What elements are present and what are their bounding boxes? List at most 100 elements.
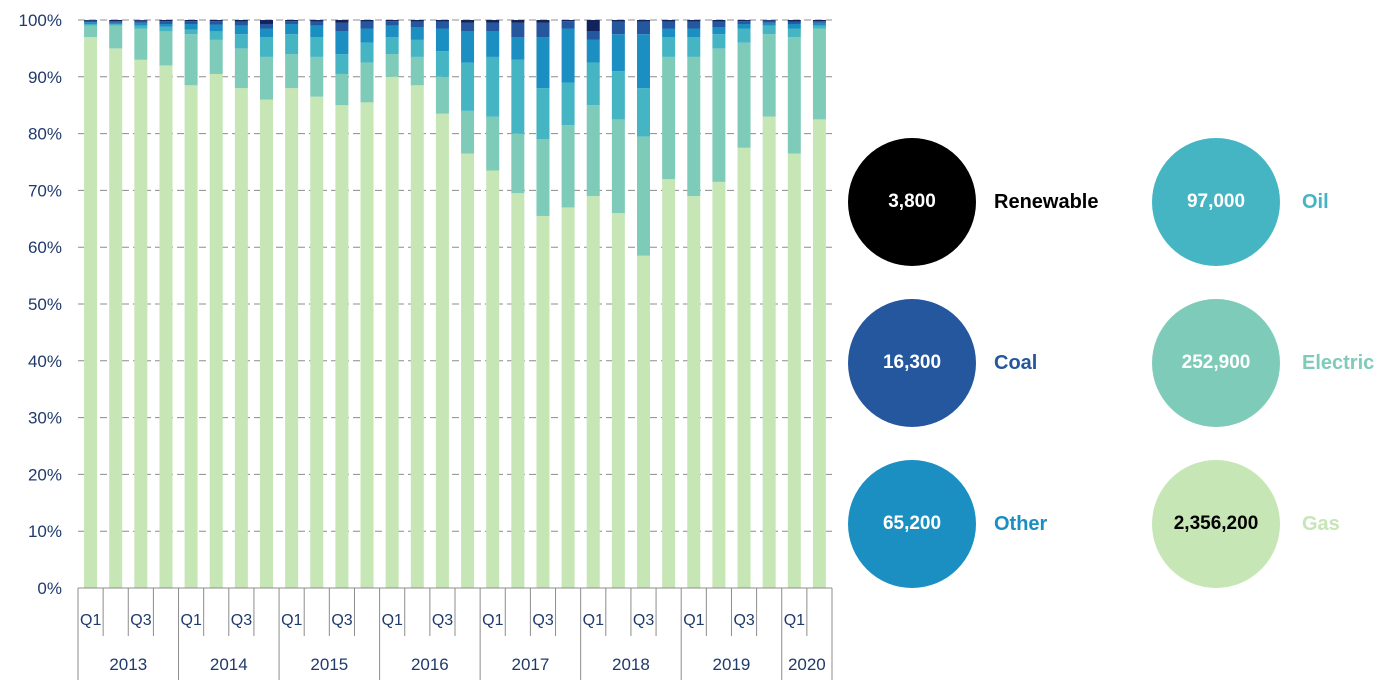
bar-segment-gas xyxy=(360,102,374,589)
bar-segment-electric xyxy=(410,56,424,86)
year-label: 2016 xyxy=(411,655,449,674)
legend-value-other: 65,200 xyxy=(882,513,942,534)
bar-segment-electric xyxy=(712,48,726,182)
x-tick-label: Q3 xyxy=(231,612,252,629)
bar-segment-oil xyxy=(410,39,424,57)
bar-segment-gas xyxy=(84,37,98,589)
bar-segment-electric xyxy=(285,54,299,89)
bar-segment-gas xyxy=(435,113,449,588)
bar-segment-other xyxy=(787,23,801,29)
bar-segment-gas xyxy=(109,48,123,588)
y-tick-label: 100% xyxy=(19,11,62,30)
bar-segment-oil xyxy=(310,37,324,57)
y-tick-label: 50% xyxy=(28,295,62,314)
legend-bubble-gas: 2,356,200 xyxy=(1152,460,1280,588)
bar-segment-electric xyxy=(611,119,625,214)
bar-segment-renewable xyxy=(812,20,826,22)
bar-segment-oil xyxy=(360,42,374,63)
bar-segment-other xyxy=(360,28,374,43)
bar-segment-coal xyxy=(737,21,751,24)
bar-segment-oil xyxy=(762,25,776,35)
legend-value-renewable: 3,800 xyxy=(888,191,936,212)
bar-segment-other xyxy=(184,23,198,30)
bar-segment-coal xyxy=(209,21,223,25)
legend-value-gas: 2,356,200 xyxy=(1173,513,1259,534)
legend-bubble-oil: 97,000 xyxy=(1152,138,1280,266)
bar-segment-oil xyxy=(611,71,625,120)
x-tick-label: Q3 xyxy=(130,612,151,629)
bar-segment-coal xyxy=(712,21,726,28)
bar-segment-oil xyxy=(662,37,676,57)
bar-segment-renewable xyxy=(787,20,801,22)
bar-segment-renewable xyxy=(637,20,650,22)
bar-segment-gas xyxy=(285,88,299,588)
x-tick-label: Q1 xyxy=(482,612,503,629)
bar-segment-oil xyxy=(159,26,173,32)
bar-segment-electric xyxy=(486,116,500,171)
bar-segment-coal xyxy=(536,22,550,38)
y-tick-label: 30% xyxy=(28,409,62,428)
y-tick-label: 60% xyxy=(28,238,62,257)
bar-segment-electric xyxy=(461,110,475,154)
bar-segment-electric xyxy=(787,37,801,154)
bar-segment-electric xyxy=(561,125,575,208)
bar-segment-oil xyxy=(812,25,826,29)
bar-segment-gas xyxy=(461,153,475,589)
x-tick-label: Q3 xyxy=(432,612,453,629)
x-tick-label: Q1 xyxy=(683,612,704,629)
bar-segment-oil xyxy=(787,28,801,38)
legend-label-gas: Gas xyxy=(1302,513,1340,535)
bar-segment-oil xyxy=(234,34,248,49)
bar-segment-electric xyxy=(586,105,600,197)
bar-segment-coal xyxy=(637,21,650,35)
bar-segment-other xyxy=(737,23,751,29)
bar-segment-coal xyxy=(662,21,676,29)
bar-segment-other xyxy=(662,28,676,38)
bar-segment-electric xyxy=(435,76,449,114)
bar-segment-gas xyxy=(611,213,625,588)
bar-segment-other xyxy=(385,25,399,38)
bar-segment-renewable xyxy=(687,20,701,22)
bar-segment-gas xyxy=(687,196,701,588)
bar-segment-coal xyxy=(461,22,475,32)
x-tick-label: Q1 xyxy=(80,612,101,629)
bar-segment-oil xyxy=(486,56,500,117)
bar-segment-other xyxy=(461,31,475,63)
bar-segment-electric xyxy=(511,133,525,194)
legend-value-coal: 16,300 xyxy=(882,352,942,373)
bar-segment-other xyxy=(109,22,123,24)
bar-segment-gas xyxy=(712,181,726,588)
bar-segment-renewable xyxy=(410,20,424,22)
x-tick-label: Q3 xyxy=(733,612,754,629)
bar-segment-other xyxy=(536,37,550,89)
bar-segment-gas xyxy=(536,215,550,588)
y-tick-label: 80% xyxy=(28,125,62,144)
bar-segment-coal xyxy=(410,21,424,28)
bar-segment-renewable xyxy=(285,20,299,22)
bar-segment-gas xyxy=(310,96,324,589)
x-tick-label: Q3 xyxy=(532,612,553,629)
year-label: 2014 xyxy=(210,655,248,674)
bar-segment-oil xyxy=(134,25,148,29)
y-tick-label: 70% xyxy=(28,181,62,200)
bar-segment-oil xyxy=(385,37,399,55)
bar-segment-gas xyxy=(486,170,500,588)
bar-segment-electric xyxy=(385,54,399,77)
year-label: 2019 xyxy=(713,655,751,674)
bar-segment-electric xyxy=(209,39,223,74)
year-label: 2018 xyxy=(612,655,650,674)
bar-segment-gas xyxy=(812,119,826,589)
bar-segment-coal xyxy=(310,21,324,26)
bar-segment-coal xyxy=(687,21,701,29)
bar-segment-renewable xyxy=(712,20,726,22)
legend-value-oil: 97,000 xyxy=(1186,191,1246,212)
bar-segment-renewable xyxy=(511,20,525,23)
x-tick-label: Q3 xyxy=(331,612,352,629)
bar-segment-renewable xyxy=(184,20,198,22)
bar-segment-coal xyxy=(234,21,248,26)
bar-segment-oil xyxy=(184,29,198,35)
bar-segment-coal xyxy=(134,20,148,23)
bar-segment-renewable xyxy=(611,20,625,22)
bar-segment-oil xyxy=(109,23,123,26)
legend-bubble-other: 65,200 xyxy=(848,460,976,588)
